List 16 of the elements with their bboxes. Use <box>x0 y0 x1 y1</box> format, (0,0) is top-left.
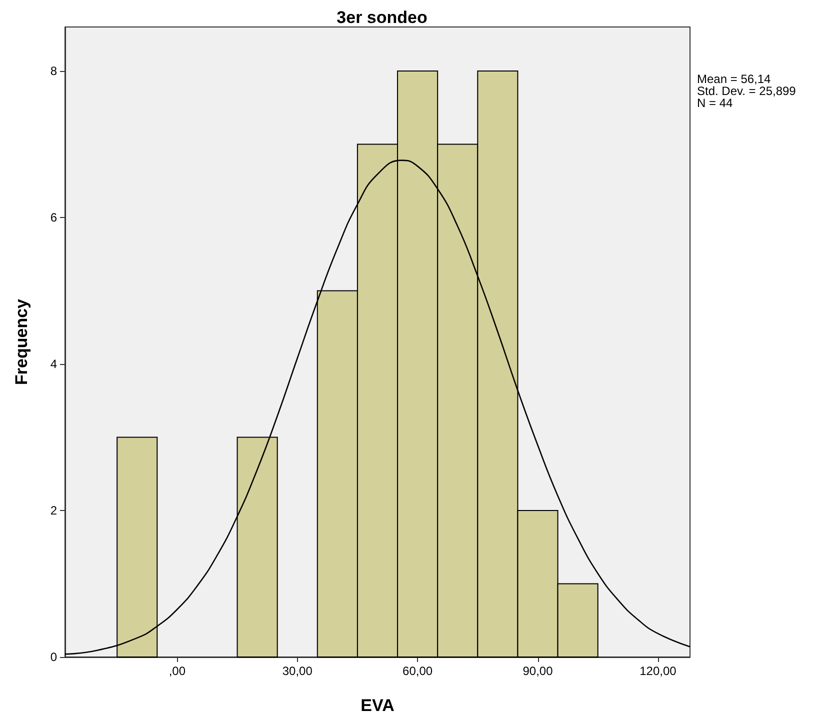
text: N = 44 <box>697 96 734 110</box>
text: Mean = 56,14 <box>697 72 772 86</box>
x-tick-label: 30,00 <box>282 664 313 678</box>
chart-title: 3er sondeo <box>336 8 428 27</box>
y-tick-label: 4 <box>50 356 58 371</box>
y-tick-label: 2 <box>50 503 58 518</box>
y-tick-label: 8 <box>50 64 58 78</box>
y-tick-label: 6 <box>50 210 58 224</box>
x-tick-label: 90,00 <box>522 664 554 678</box>
y-axis-title: Frequency <box>12 298 31 385</box>
x-tick-label: ,00 <box>168 664 186 678</box>
x-tick-label: 60,00 <box>402 664 433 678</box>
x-tick-label: 120,00 <box>640 664 677 678</box>
text: Std. Dev. = 25,899 <box>697 84 796 98</box>
y-tick-label: 0 <box>50 650 58 664</box>
x-axis-title: EVA <box>360 696 394 715</box>
